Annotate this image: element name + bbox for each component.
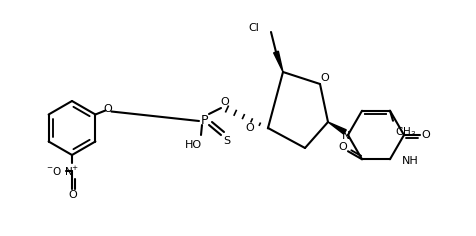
Text: S: S — [223, 136, 230, 146]
Text: O: O — [69, 190, 77, 200]
Text: Cl: Cl — [248, 23, 258, 33]
Text: N: N — [341, 131, 349, 141]
Text: P: P — [201, 114, 208, 126]
Polygon shape — [327, 122, 346, 134]
Text: N$^{+}$: N$^{+}$ — [64, 164, 79, 177]
Text: CH$_3$: CH$_3$ — [394, 125, 416, 139]
Text: $^{-}$O: $^{-}$O — [46, 165, 62, 177]
Text: O: O — [421, 130, 429, 140]
Text: HO: HO — [184, 140, 201, 150]
Text: NH: NH — [401, 156, 418, 166]
Text: O: O — [220, 97, 229, 107]
Text: O: O — [338, 142, 347, 152]
Text: O: O — [320, 73, 329, 83]
Text: O: O — [103, 105, 111, 114]
Text: O: O — [245, 123, 254, 133]
Polygon shape — [273, 51, 282, 72]
